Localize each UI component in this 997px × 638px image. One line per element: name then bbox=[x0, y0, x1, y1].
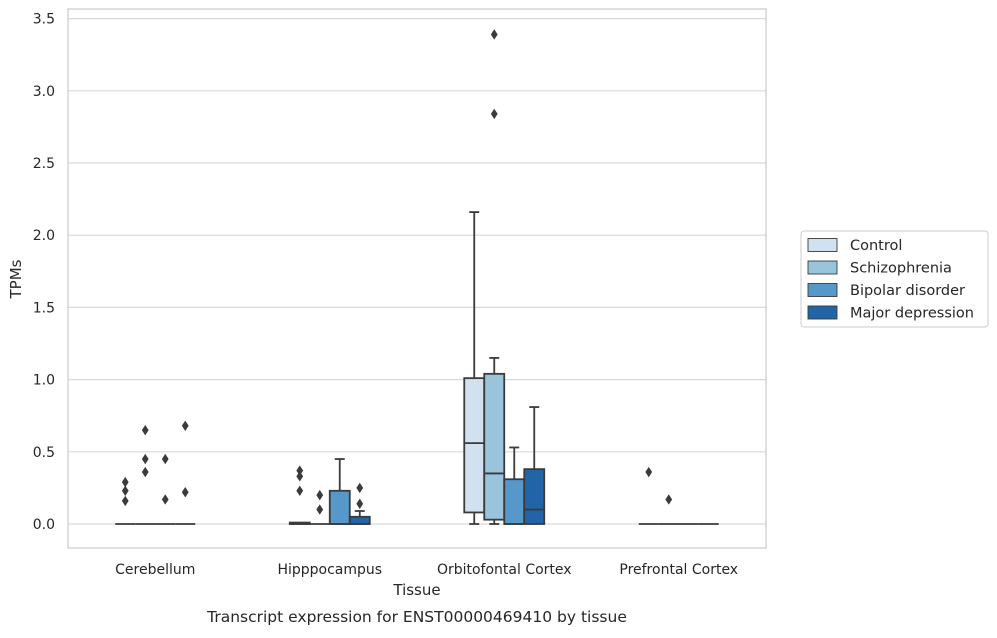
x-tick-label: Cerebellum bbox=[115, 562, 195, 578]
x-tick-label: Orbitofontal Cortex bbox=[437, 562, 572, 578]
box-body bbox=[328, 489, 351, 525]
box-layer bbox=[115, 29, 719, 525]
outlier-point bbox=[181, 487, 189, 498]
y-tick-label: 3.5 bbox=[33, 12, 55, 28]
y-tick-label: 1.0 bbox=[33, 373, 55, 389]
legend-swatch bbox=[807, 283, 838, 297]
legend: Control Schizophrenia Bipolar disorder Majo… bbox=[800, 230, 989, 328]
outlier-point bbox=[161, 453, 169, 465]
outlier-point bbox=[316, 489, 324, 501]
legend-items: Control Schizophrenia Bipolar disorder Majo… bbox=[807, 238, 974, 322]
box-schizophrenia bbox=[309, 489, 330, 525]
box-control bbox=[638, 466, 659, 525]
outlier-point bbox=[121, 485, 129, 496]
legend-label: Control bbox=[850, 238, 902, 254]
outlier-point bbox=[356, 482, 364, 494]
y-tick-label: 3.0 bbox=[33, 84, 55, 100]
box-major-depression bbox=[523, 406, 546, 525]
outlier-point bbox=[296, 465, 304, 476]
legend-label: Bipolar disorder bbox=[850, 283, 965, 299]
plot-frame bbox=[67, 8, 767, 549]
box-control bbox=[288, 465, 311, 525]
box-body bbox=[483, 372, 506, 521]
box-body bbox=[503, 478, 526, 525]
legend-swatch bbox=[807, 305, 838, 320]
y-tick-label: 1.5 bbox=[33, 300, 55, 316]
box-control bbox=[115, 476, 136, 525]
box-bipolar-disorder bbox=[155, 453, 176, 525]
outlier-point bbox=[316, 504, 324, 515]
y-tick-labels: 0.0 0.5 1.0 1.5 2.0 2.5 3.0 3.5 bbox=[33, 12, 55, 533]
outlier-point bbox=[490, 108, 498, 120]
box-bipolar-disorder bbox=[328, 458, 351, 525]
box-major-depression bbox=[175, 420, 196, 525]
outlier-point bbox=[490, 29, 498, 40]
y-tick-label: 2.5 bbox=[33, 156, 55, 172]
y-axis-title: TPMs bbox=[7, 259, 25, 299]
legend-label: Major depression bbox=[850, 306, 974, 322]
x-tick-label: Hipppocampus bbox=[277, 562, 382, 578]
legend-swatch bbox=[807, 260, 838, 275]
outlier-point bbox=[141, 424, 149, 436]
outlier-point bbox=[296, 471, 304, 482]
box-bipolar-disorder bbox=[503, 446, 526, 525]
x-axis-title: Tissue bbox=[392, 581, 440, 599]
outlier-point bbox=[645, 466, 653, 478]
outlier-point bbox=[181, 420, 189, 432]
outlier-point bbox=[121, 476, 129, 488]
outlier-point bbox=[356, 498, 364, 509]
x-tick-labels: Cerebellum Hipppocampus Orbitofontal Corte… bbox=[115, 562, 738, 578]
outlier-point bbox=[296, 485, 304, 496]
chart-caption: Transcript expression for ENST0000046941… bbox=[206, 608, 627, 626]
outlier-point bbox=[665, 494, 673, 505]
box-body bbox=[523, 468, 546, 525]
y-tick-label: 0.0 bbox=[33, 517, 55, 533]
legend-label: Schizophrenia bbox=[850, 261, 952, 277]
y-tick-label: 0.5 bbox=[33, 445, 55, 461]
box-control bbox=[463, 211, 486, 525]
outlier-point bbox=[121, 495, 129, 507]
x-tick-label: Prefrontal Cortex bbox=[619, 562, 738, 578]
box-major-depression bbox=[348, 482, 371, 525]
outlier-point bbox=[141, 466, 149, 478]
grid-layer bbox=[68, 18, 766, 525]
box-schizophrenia bbox=[135, 424, 156, 525]
box-schizophrenia bbox=[483, 29, 506, 525]
outlier-point bbox=[141, 453, 149, 465]
y-tick-label: 2.0 bbox=[33, 228, 55, 244]
box-body bbox=[348, 515, 371, 525]
legend-frame bbox=[800, 230, 989, 328]
outlier-point bbox=[161, 494, 169, 505]
box-schizophrenia bbox=[658, 494, 679, 525]
box-body bbox=[463, 377, 486, 514]
legend-swatch bbox=[807, 238, 838, 252]
